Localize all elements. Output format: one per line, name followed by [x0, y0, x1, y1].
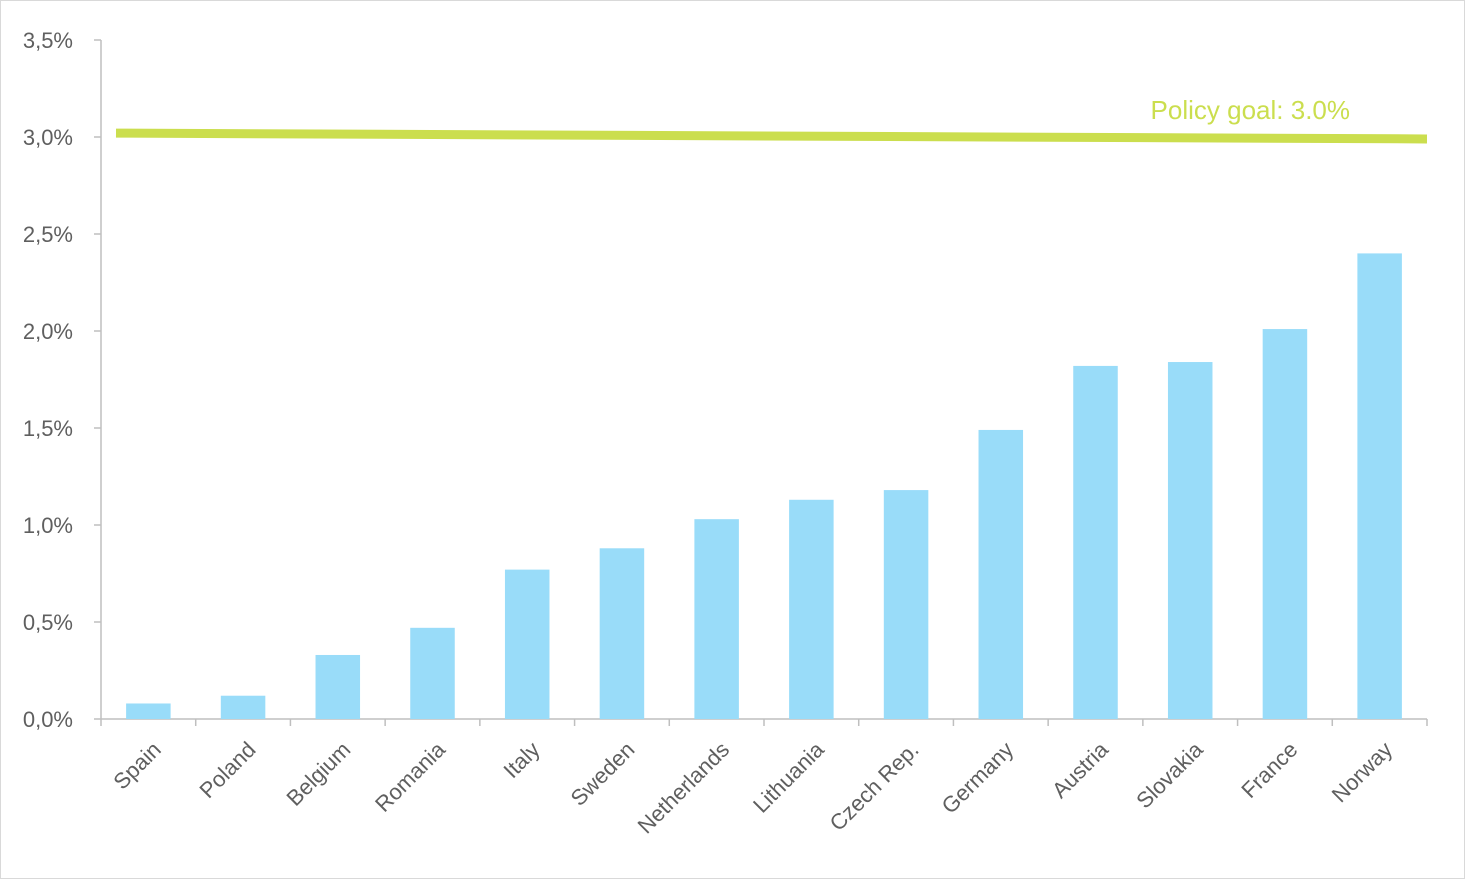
x-tick-label: Poland: [194, 737, 260, 803]
y-tick-label: 0,5%: [23, 610, 73, 635]
y-tick-label: 2,5%: [23, 222, 73, 247]
bars: [126, 253, 1402, 719]
x-tick-label: Netherlands: [633, 737, 735, 839]
policy-goal-line: [115, 128, 1428, 144]
x-tick-label: Slovakia: [1131, 736, 1208, 813]
x-tick-label: Sweden: [566, 737, 640, 811]
y-tick-label: 0,0%: [23, 707, 73, 732]
y-axis: 0,0% 0,5% 1,0% 1,5% 2,0% 2,5% 3,0% 3,5%: [23, 28, 102, 732]
x-tick-label: Germany: [937, 737, 1019, 819]
bar-netherlands: [694, 519, 739, 719]
y-tick-label: 3,5%: [23, 28, 73, 53]
y-tick-label: 3,0%: [23, 125, 73, 150]
bar-germany: [978, 429, 1024, 719]
bar-romania: [410, 627, 455, 719]
bar-slovakia: [1167, 362, 1213, 719]
y-tick-label: 1,5%: [23, 416, 73, 441]
bar-lithuania: [789, 499, 834, 719]
x-tick-label: Lithuania: [748, 736, 829, 817]
bar-poland: [220, 695, 266, 719]
bar-spain: [126, 703, 171, 719]
x-axis: [100, 718, 1428, 726]
bar-belgium: [315, 654, 361, 719]
x-tick-label: France: [1236, 737, 1302, 803]
category-labels: Spain Poland Belgium Romania Italy SwedenNeth…: [108, 736, 1397, 838]
policy-goal-label: Policy goal: 3.0%: [1151, 95, 1350, 125]
bar-sweden: [599, 548, 645, 719]
bar-norway: [1357, 253, 1402, 719]
y-tick-label: 1,0%: [23, 513, 73, 538]
y-tick-label: 2,0%: [23, 319, 73, 344]
x-tick-label: Spain: [108, 737, 165, 794]
bar-italy: [504, 569, 550, 719]
x-tick-label: Italy: [499, 737, 545, 783]
x-tick-label: Belgium: [281, 737, 355, 811]
x-tick-label: Romania: [370, 736, 450, 816]
bar-czech-rep: [883, 490, 929, 719]
x-tick-label: Norway: [1327, 737, 1397, 807]
bar-austria: [1073, 365, 1118, 719]
x-tick-label: Austria: [1047, 736, 1114, 803]
policy-goal-group: Policy goal: 3.0%: [115, 95, 1428, 144]
bar-france: [1262, 329, 1308, 719]
x-tick-label: Czech Rep.: [825, 737, 924, 836]
